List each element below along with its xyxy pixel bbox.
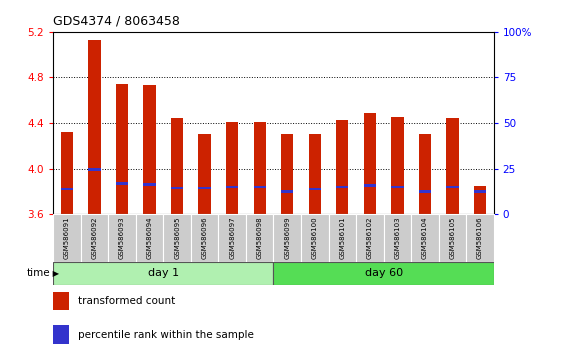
Text: GSM586091: GSM586091 — [64, 217, 70, 259]
Text: GSM586099: GSM586099 — [284, 217, 290, 259]
Bar — [226, 185, 238, 188]
Text: percentile rank within the sample: percentile rank within the sample — [77, 330, 254, 340]
Bar — [419, 190, 431, 193]
Text: ▶: ▶ — [50, 269, 59, 278]
Bar — [356, 214, 384, 262]
Text: GSM586103: GSM586103 — [394, 217, 401, 259]
Bar — [199, 187, 211, 189]
Text: GSM586100: GSM586100 — [312, 217, 318, 259]
Bar — [273, 262, 494, 285]
Bar — [108, 214, 136, 262]
Text: GSM586093: GSM586093 — [119, 217, 125, 259]
Bar — [281, 190, 293, 193]
Bar — [309, 188, 321, 190]
Bar — [136, 214, 163, 262]
Bar — [473, 186, 486, 214]
Bar — [391, 117, 403, 214]
Bar — [144, 183, 156, 186]
Bar — [281, 135, 293, 214]
Text: day 1: day 1 — [148, 268, 179, 279]
Bar — [116, 182, 128, 185]
Text: GSM586104: GSM586104 — [422, 217, 428, 259]
Bar — [446, 119, 458, 214]
Text: GSM586098: GSM586098 — [257, 217, 263, 259]
Bar — [81, 214, 108, 262]
Text: GSM586097: GSM586097 — [229, 217, 235, 259]
Text: GSM586101: GSM586101 — [339, 217, 346, 259]
Bar — [53, 325, 68, 344]
Bar — [309, 135, 321, 214]
Bar — [218, 214, 246, 262]
Bar — [301, 214, 329, 262]
Bar — [411, 214, 439, 262]
Text: GSM586095: GSM586095 — [174, 217, 180, 259]
Bar — [53, 262, 274, 285]
Bar — [89, 169, 101, 171]
Text: GSM586096: GSM586096 — [201, 217, 208, 259]
Bar — [163, 214, 191, 262]
Bar — [61, 132, 73, 214]
Bar — [89, 40, 101, 214]
Bar — [199, 135, 211, 214]
Bar — [273, 214, 301, 262]
Text: GSM586102: GSM586102 — [367, 217, 373, 259]
Bar — [53, 292, 68, 310]
Bar — [144, 85, 156, 214]
Bar — [171, 119, 183, 214]
Bar — [446, 185, 458, 188]
Bar — [364, 184, 376, 187]
Bar — [226, 122, 238, 214]
Bar — [329, 214, 356, 262]
Bar — [254, 122, 266, 214]
Bar — [191, 214, 218, 262]
Bar — [254, 185, 266, 188]
Bar — [61, 188, 73, 190]
Text: GDS4374 / 8063458: GDS4374 / 8063458 — [53, 14, 180, 27]
Bar — [391, 185, 403, 188]
Bar — [336, 185, 348, 188]
Bar — [246, 214, 274, 262]
Bar — [466, 214, 494, 262]
Text: day 60: day 60 — [365, 268, 403, 279]
Bar — [419, 135, 431, 214]
Bar — [116, 84, 128, 214]
Text: GSM586106: GSM586106 — [477, 217, 483, 259]
Text: GSM586094: GSM586094 — [146, 217, 153, 259]
Text: GSM586105: GSM586105 — [449, 217, 456, 259]
Bar — [439, 214, 466, 262]
Bar — [336, 120, 348, 214]
Bar — [171, 187, 183, 189]
Bar — [384, 214, 411, 262]
Text: transformed count: transformed count — [77, 296, 175, 306]
Bar — [364, 113, 376, 214]
Text: time: time — [27, 268, 50, 279]
Bar — [473, 190, 486, 193]
Text: GSM586092: GSM586092 — [91, 217, 98, 259]
Bar — [53, 214, 81, 262]
